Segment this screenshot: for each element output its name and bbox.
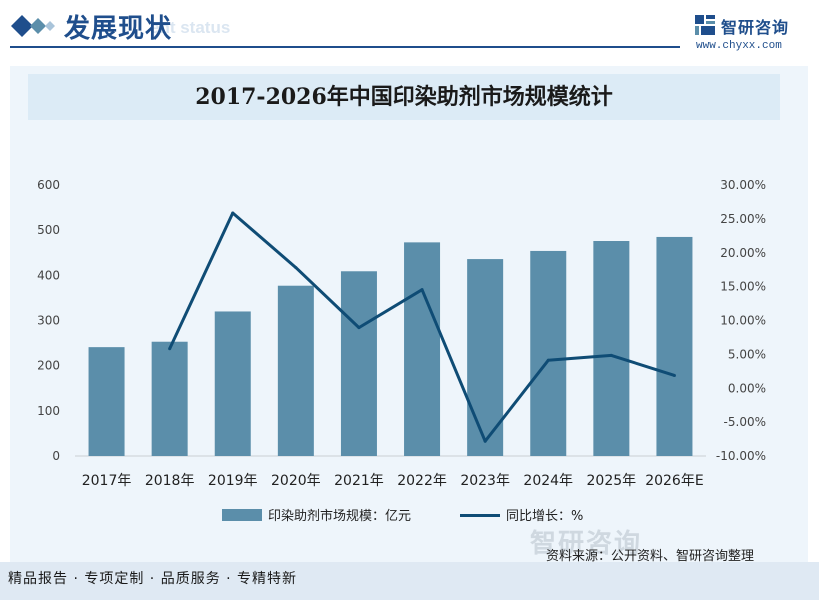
- diamond-icon: [11, 15, 55, 37]
- x-tick-label: 2022年: [397, 473, 447, 489]
- line-point: [294, 266, 298, 270]
- y-right-tick-label: 5.00%: [728, 347, 766, 361]
- source-note: 资料来源：公开资料、智研咨询整理: [546, 549, 755, 564]
- chart-title: 2017-2026年中国印染助剂市场规模统计: [195, 84, 613, 110]
- x-tick-label: 2023年: [460, 473, 510, 489]
- line-point: [672, 373, 676, 377]
- header-divider: [10, 46, 680, 48]
- x-tick-label: 2021年: [334, 473, 384, 489]
- legend-bar-label: 印染助剂市场规模：亿元: [268, 509, 412, 524]
- y-left-tick-label: 400: [37, 268, 60, 282]
- logo: 智研咨询 www.chyxx.com: [694, 14, 814, 54]
- x-tick-label: 2018年: [145, 473, 195, 489]
- y-right-tick-label: -5.00%: [724, 415, 766, 429]
- bar: [404, 242, 441, 456]
- legend-line-swatch: [460, 514, 500, 517]
- y-right-tick-label: 15.00%: [720, 280, 766, 294]
- bar: [530, 250, 567, 456]
- bar: [467, 259, 504, 456]
- chart-title-band: [28, 74, 780, 120]
- x-tick-label: 2017年: [82, 473, 132, 489]
- page-title: 发展现状: [64, 14, 173, 44]
- line-point: [231, 211, 235, 215]
- bar: [214, 311, 251, 456]
- header-subtitle: ent status: [150, 18, 231, 37]
- y-right-tick-label: 20.00%: [720, 246, 766, 260]
- header: ent status 发展现状 智研咨询 www.chyxx.com: [0, 0, 819, 60]
- footer-bar: [0, 562, 819, 600]
- y-left-tick-label: 200: [37, 359, 60, 373]
- bar: [88, 347, 125, 456]
- x-tick-label: 2024年: [523, 473, 573, 489]
- bar: [151, 341, 188, 456]
- logo-url: www.chyxx.com: [696, 40, 782, 52]
- legend-bar-swatch: [222, 509, 262, 521]
- x-tick-label: 2019年: [208, 473, 258, 489]
- line-point: [168, 347, 172, 351]
- y-left-tick-label: 600: [37, 178, 60, 192]
- footer-watermark: 智研咨询: [530, 529, 643, 559]
- logo-mark-icon: [695, 15, 715, 35]
- bar: [277, 285, 314, 456]
- x-tick-label: 2025年: [587, 473, 637, 489]
- x-tick-label: 2026年E: [645, 473, 703, 489]
- y-left-tick-label: 100: [37, 404, 60, 418]
- x-tick-label: 2020年: [271, 473, 321, 489]
- legend-line-label: 同比增长：%: [506, 509, 584, 524]
- y-left-tick-label: 0: [52, 449, 60, 463]
- bar: [593, 241, 630, 456]
- y-right-tick-label: 0.00%: [728, 381, 766, 395]
- footer-tagline: 精品报告 · 专项定制 · 品质服务 · 专精特新: [8, 571, 298, 587]
- bar: [656, 236, 693, 456]
- y-right-tick-label: 30.00%: [720, 178, 766, 192]
- line-point: [609, 353, 613, 357]
- line-point: [357, 326, 361, 330]
- line-point: [420, 288, 424, 292]
- y-left-tick-label: 300: [37, 314, 60, 328]
- line-point: [483, 439, 487, 443]
- bar: [340, 271, 377, 456]
- y-right-tick-label: 10.00%: [720, 314, 766, 328]
- y-right-tick-label: -10.00%: [716, 449, 766, 463]
- y-right-tick-label: 25.00%: [720, 212, 766, 226]
- line-point: [546, 358, 550, 362]
- logo-name: 智研咨询: [721, 18, 790, 37]
- y-left-tick-label: 500: [37, 223, 60, 237]
